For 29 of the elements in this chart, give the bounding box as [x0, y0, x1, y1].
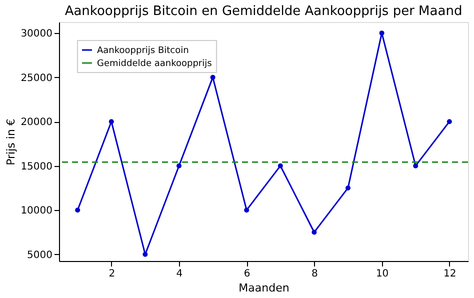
point: [176, 163, 182, 168]
x-tick-label: 6: [244, 268, 250, 280]
y-tick-label: 10000: [20, 206, 52, 217]
point: [244, 208, 250, 213]
legend-label: Gemiddelde aankoopprijs: [97, 59, 212, 69]
y-tick-label: 25000: [20, 72, 52, 84]
y-tick-label: 15000: [20, 161, 52, 172]
x-tick-label: 10: [376, 268, 389, 280]
y-tick-label: 20000: [20, 117, 52, 128]
point: [108, 119, 114, 124]
point: [142, 252, 148, 257]
x-tick-label: 4: [176, 268, 183, 280]
y-tick-label: 5000: [27, 250, 52, 261]
x-tick-label: 2: [108, 268, 116, 280]
x-tick-label: 8: [312, 268, 318, 280]
point: [210, 74, 216, 80]
point: [278, 163, 283, 168]
point: [346, 185, 351, 190]
point: [446, 119, 452, 124]
y-tick-label: 30000: [20, 28, 52, 40]
legend-label: Aankoopprijs Bitcoin: [97, 46, 189, 56]
point: [312, 230, 317, 235]
point: [413, 163, 418, 168]
chart-title: Aankoopprijs Bitcoin en Gemiddelde Aankoopprijs per Maand: [64, 4, 462, 19]
point: [75, 208, 80, 213]
point: [379, 30, 384, 36]
x-axis-title: Maanden: [238, 282, 290, 294]
y-axis-title: Prijs in €: [4, 118, 18, 166]
x-tick-label: 12: [444, 268, 456, 280]
